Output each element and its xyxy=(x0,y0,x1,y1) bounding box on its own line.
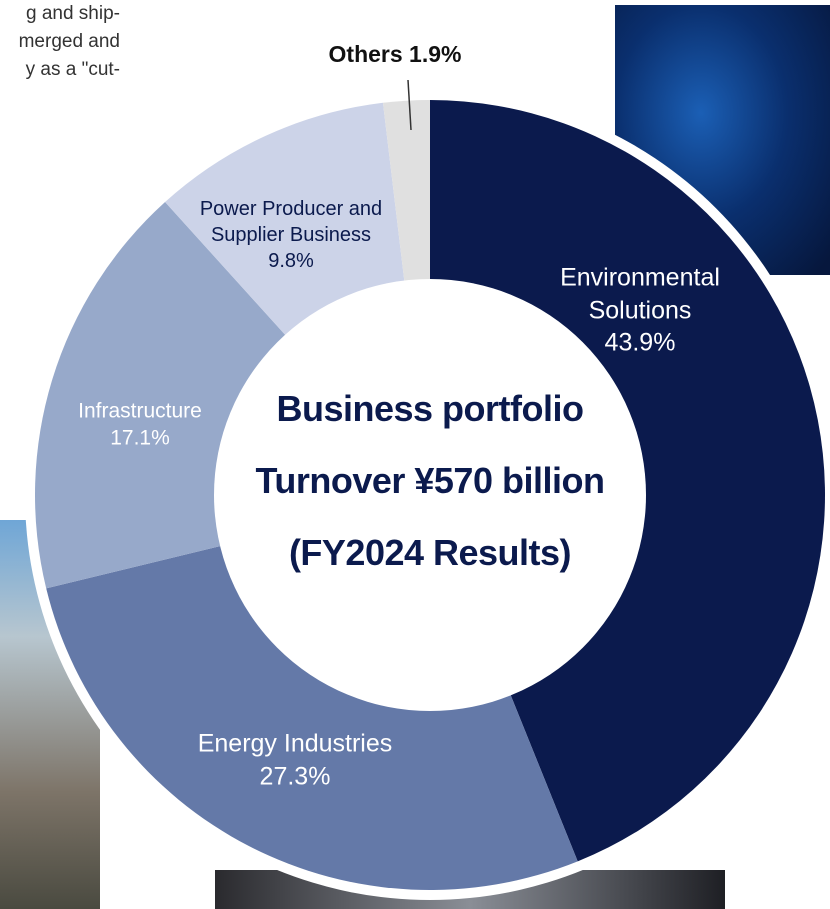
slice-label: Environmental Solutions 43.9% xyxy=(525,261,755,359)
slice-label: Energy Industries 27.3% xyxy=(145,728,445,793)
value-label: 1.9% xyxy=(409,41,462,68)
text-line: merged and xyxy=(18,31,120,52)
value-label: 43.9% xyxy=(604,328,676,357)
slice-label: Infrastructure 17.1% xyxy=(45,398,235,453)
category-name: Others xyxy=(328,41,403,68)
donut-hole xyxy=(214,279,646,711)
value-label: 17.1% xyxy=(110,427,170,450)
value-label: 27.3% xyxy=(259,762,331,790)
category-name: Power Producer and Supplier Business xyxy=(199,198,383,246)
slice-label: Others 1.9% xyxy=(295,40,495,70)
center-text: Business portfolio xyxy=(276,388,584,429)
background-text: g and ship-merged and y as a "cut- xyxy=(19,0,120,84)
center-text: Turnover ¥570 billion xyxy=(255,460,605,501)
text-line: y as a "cut- xyxy=(25,59,120,80)
category-name: Infrastructure xyxy=(78,399,202,423)
leader-line xyxy=(407,79,412,131)
category-name: Environmental Solutions xyxy=(560,263,720,324)
text-line: g and ship- xyxy=(25,3,120,24)
slice-label: Power Producer and Supplier Business 9.8% xyxy=(184,196,399,274)
center-text: (FY2024 Results) xyxy=(288,532,572,573)
category-name: Energy Industries xyxy=(197,729,393,758)
value-label: 9.8% xyxy=(268,250,314,272)
